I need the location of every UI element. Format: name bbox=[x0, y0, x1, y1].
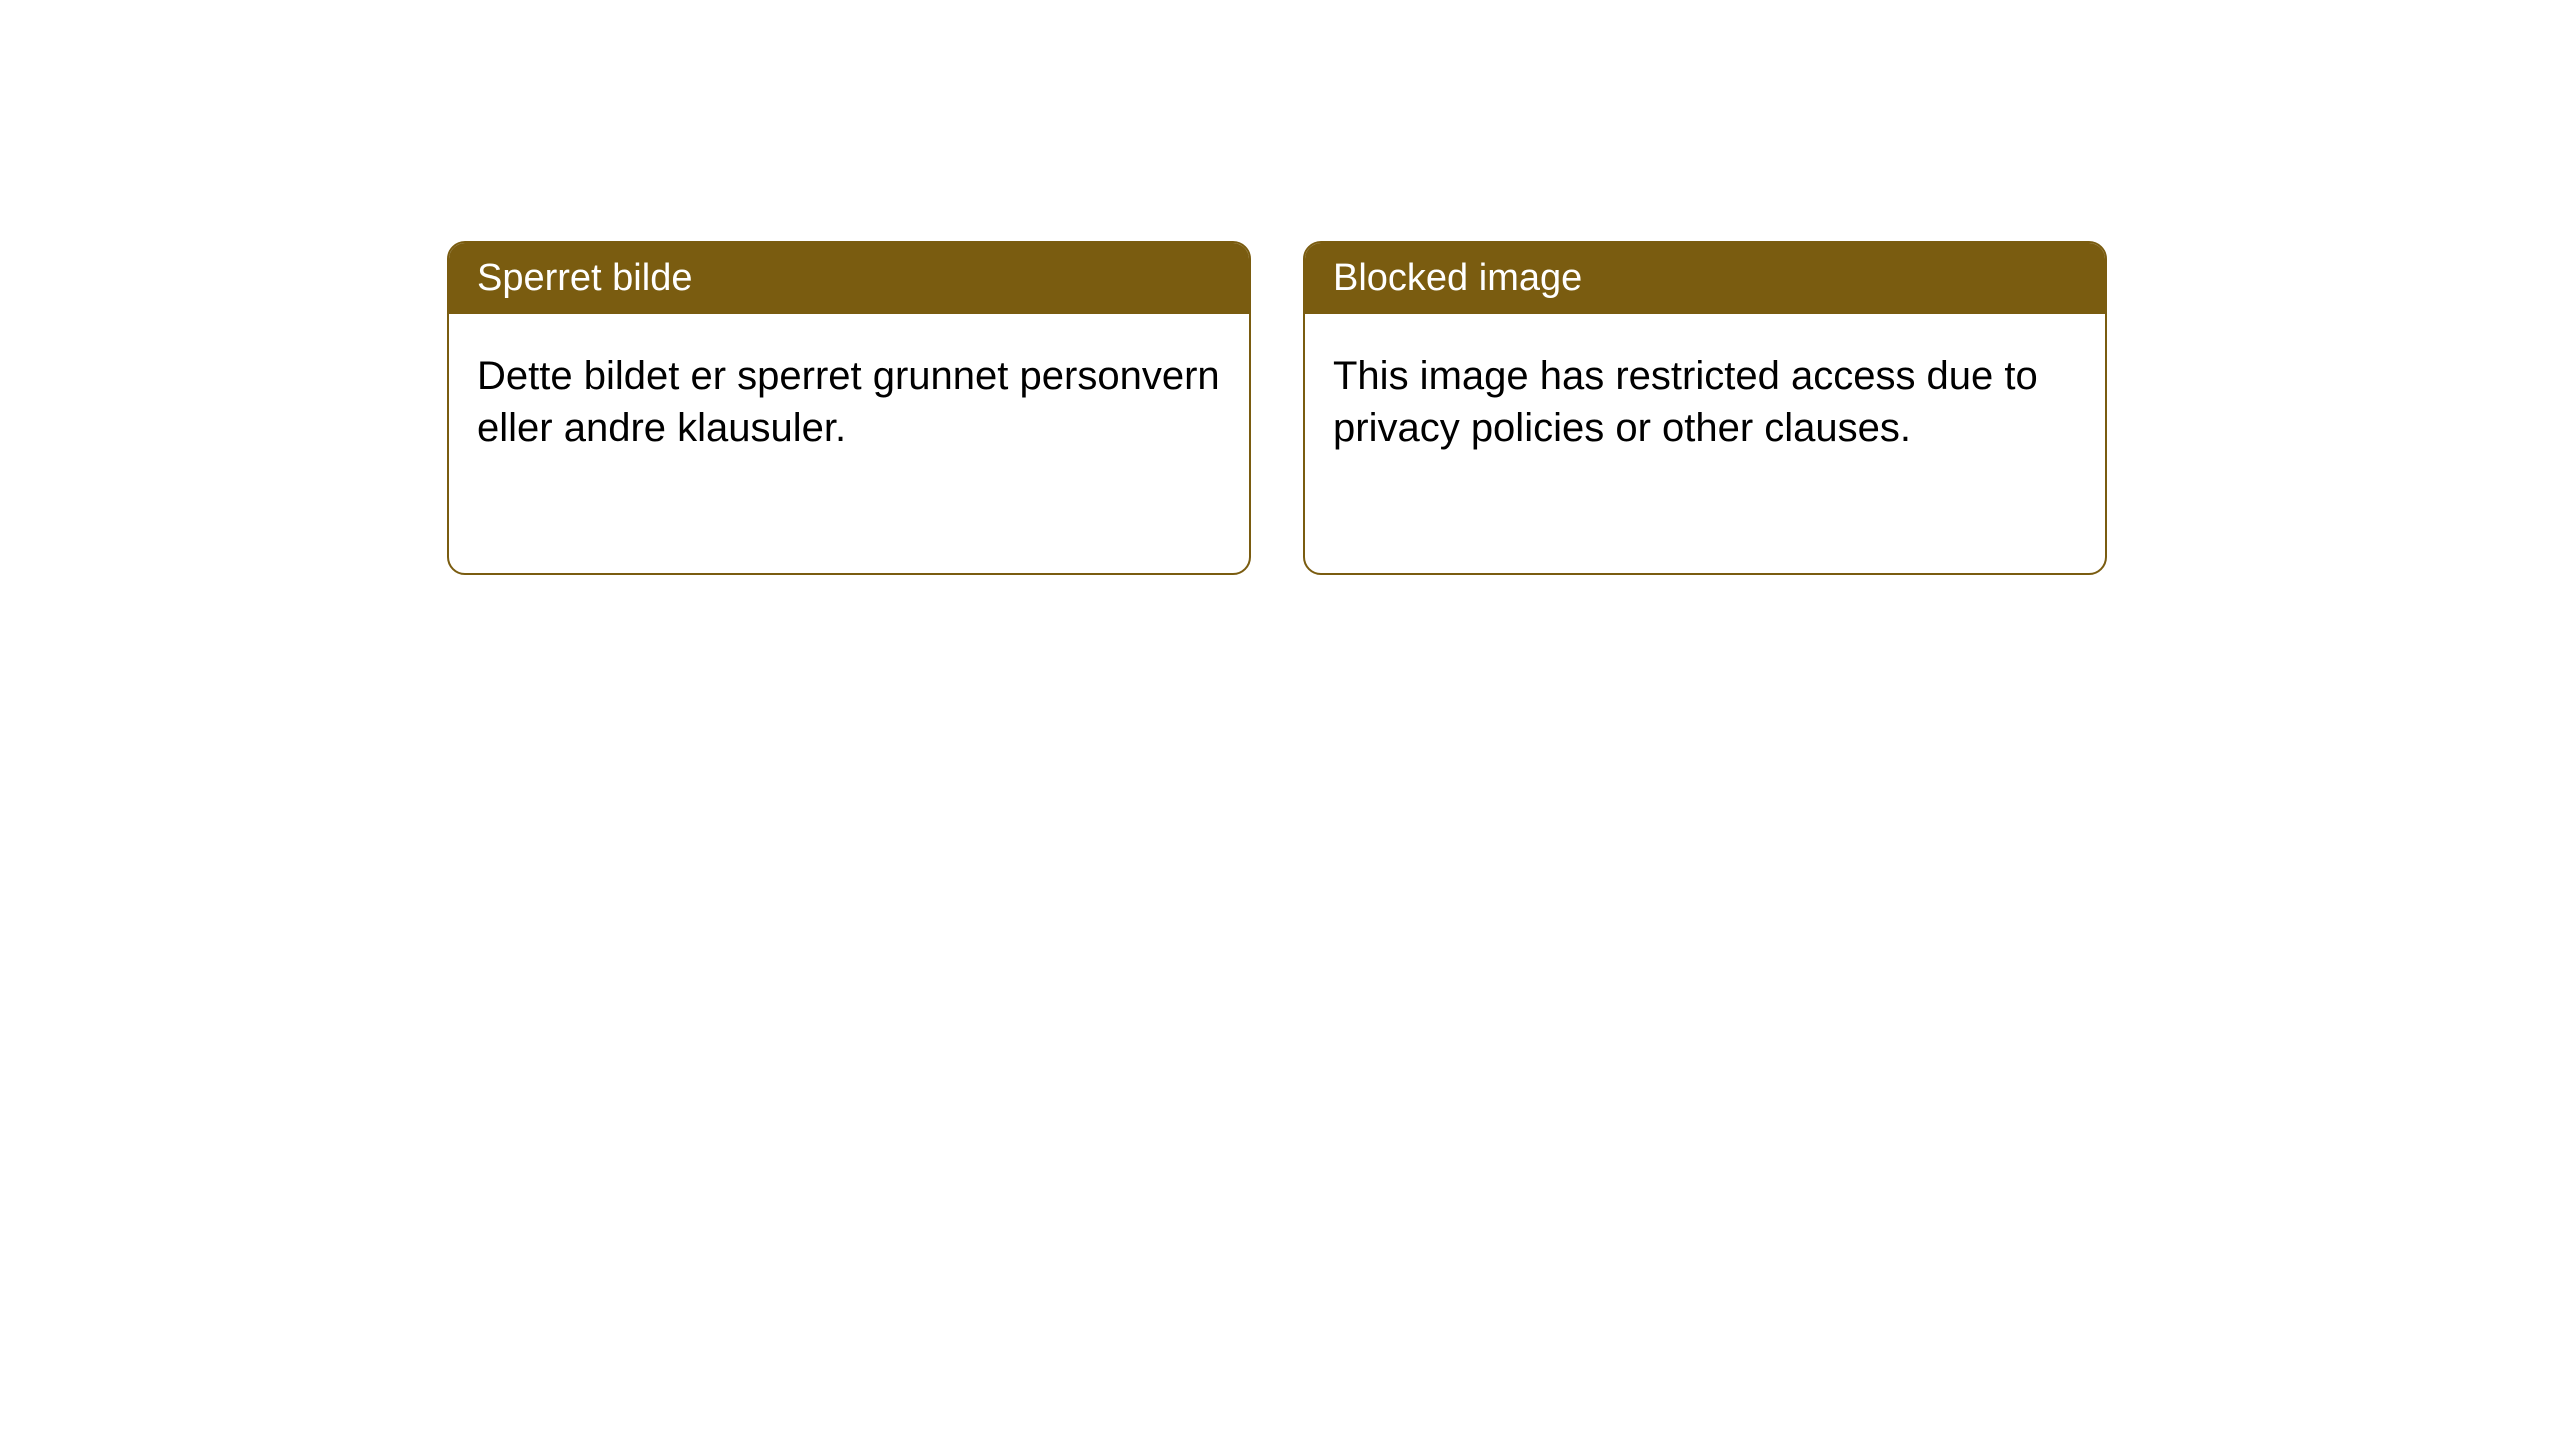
notice-header: Sperret bilde bbox=[449, 243, 1249, 314]
notice-container: Sperret bilde Dette bildet er sperret gr… bbox=[447, 241, 2107, 575]
notice-card-english: Blocked image This image has restricted … bbox=[1303, 241, 2107, 575]
notice-body: This image has restricted access due to … bbox=[1305, 314, 2105, 490]
notice-header: Blocked image bbox=[1305, 243, 2105, 314]
notice-title: Sperret bilde bbox=[477, 257, 692, 299]
notice-title: Blocked image bbox=[1333, 257, 1582, 299]
notice-text: Dette bildet er sperret grunnet personve… bbox=[477, 354, 1220, 450]
notice-body: Dette bildet er sperret grunnet personve… bbox=[449, 314, 1249, 490]
notice-text: This image has restricted access due to … bbox=[1333, 354, 2038, 450]
notice-card-norwegian: Sperret bilde Dette bildet er sperret gr… bbox=[447, 241, 1251, 575]
